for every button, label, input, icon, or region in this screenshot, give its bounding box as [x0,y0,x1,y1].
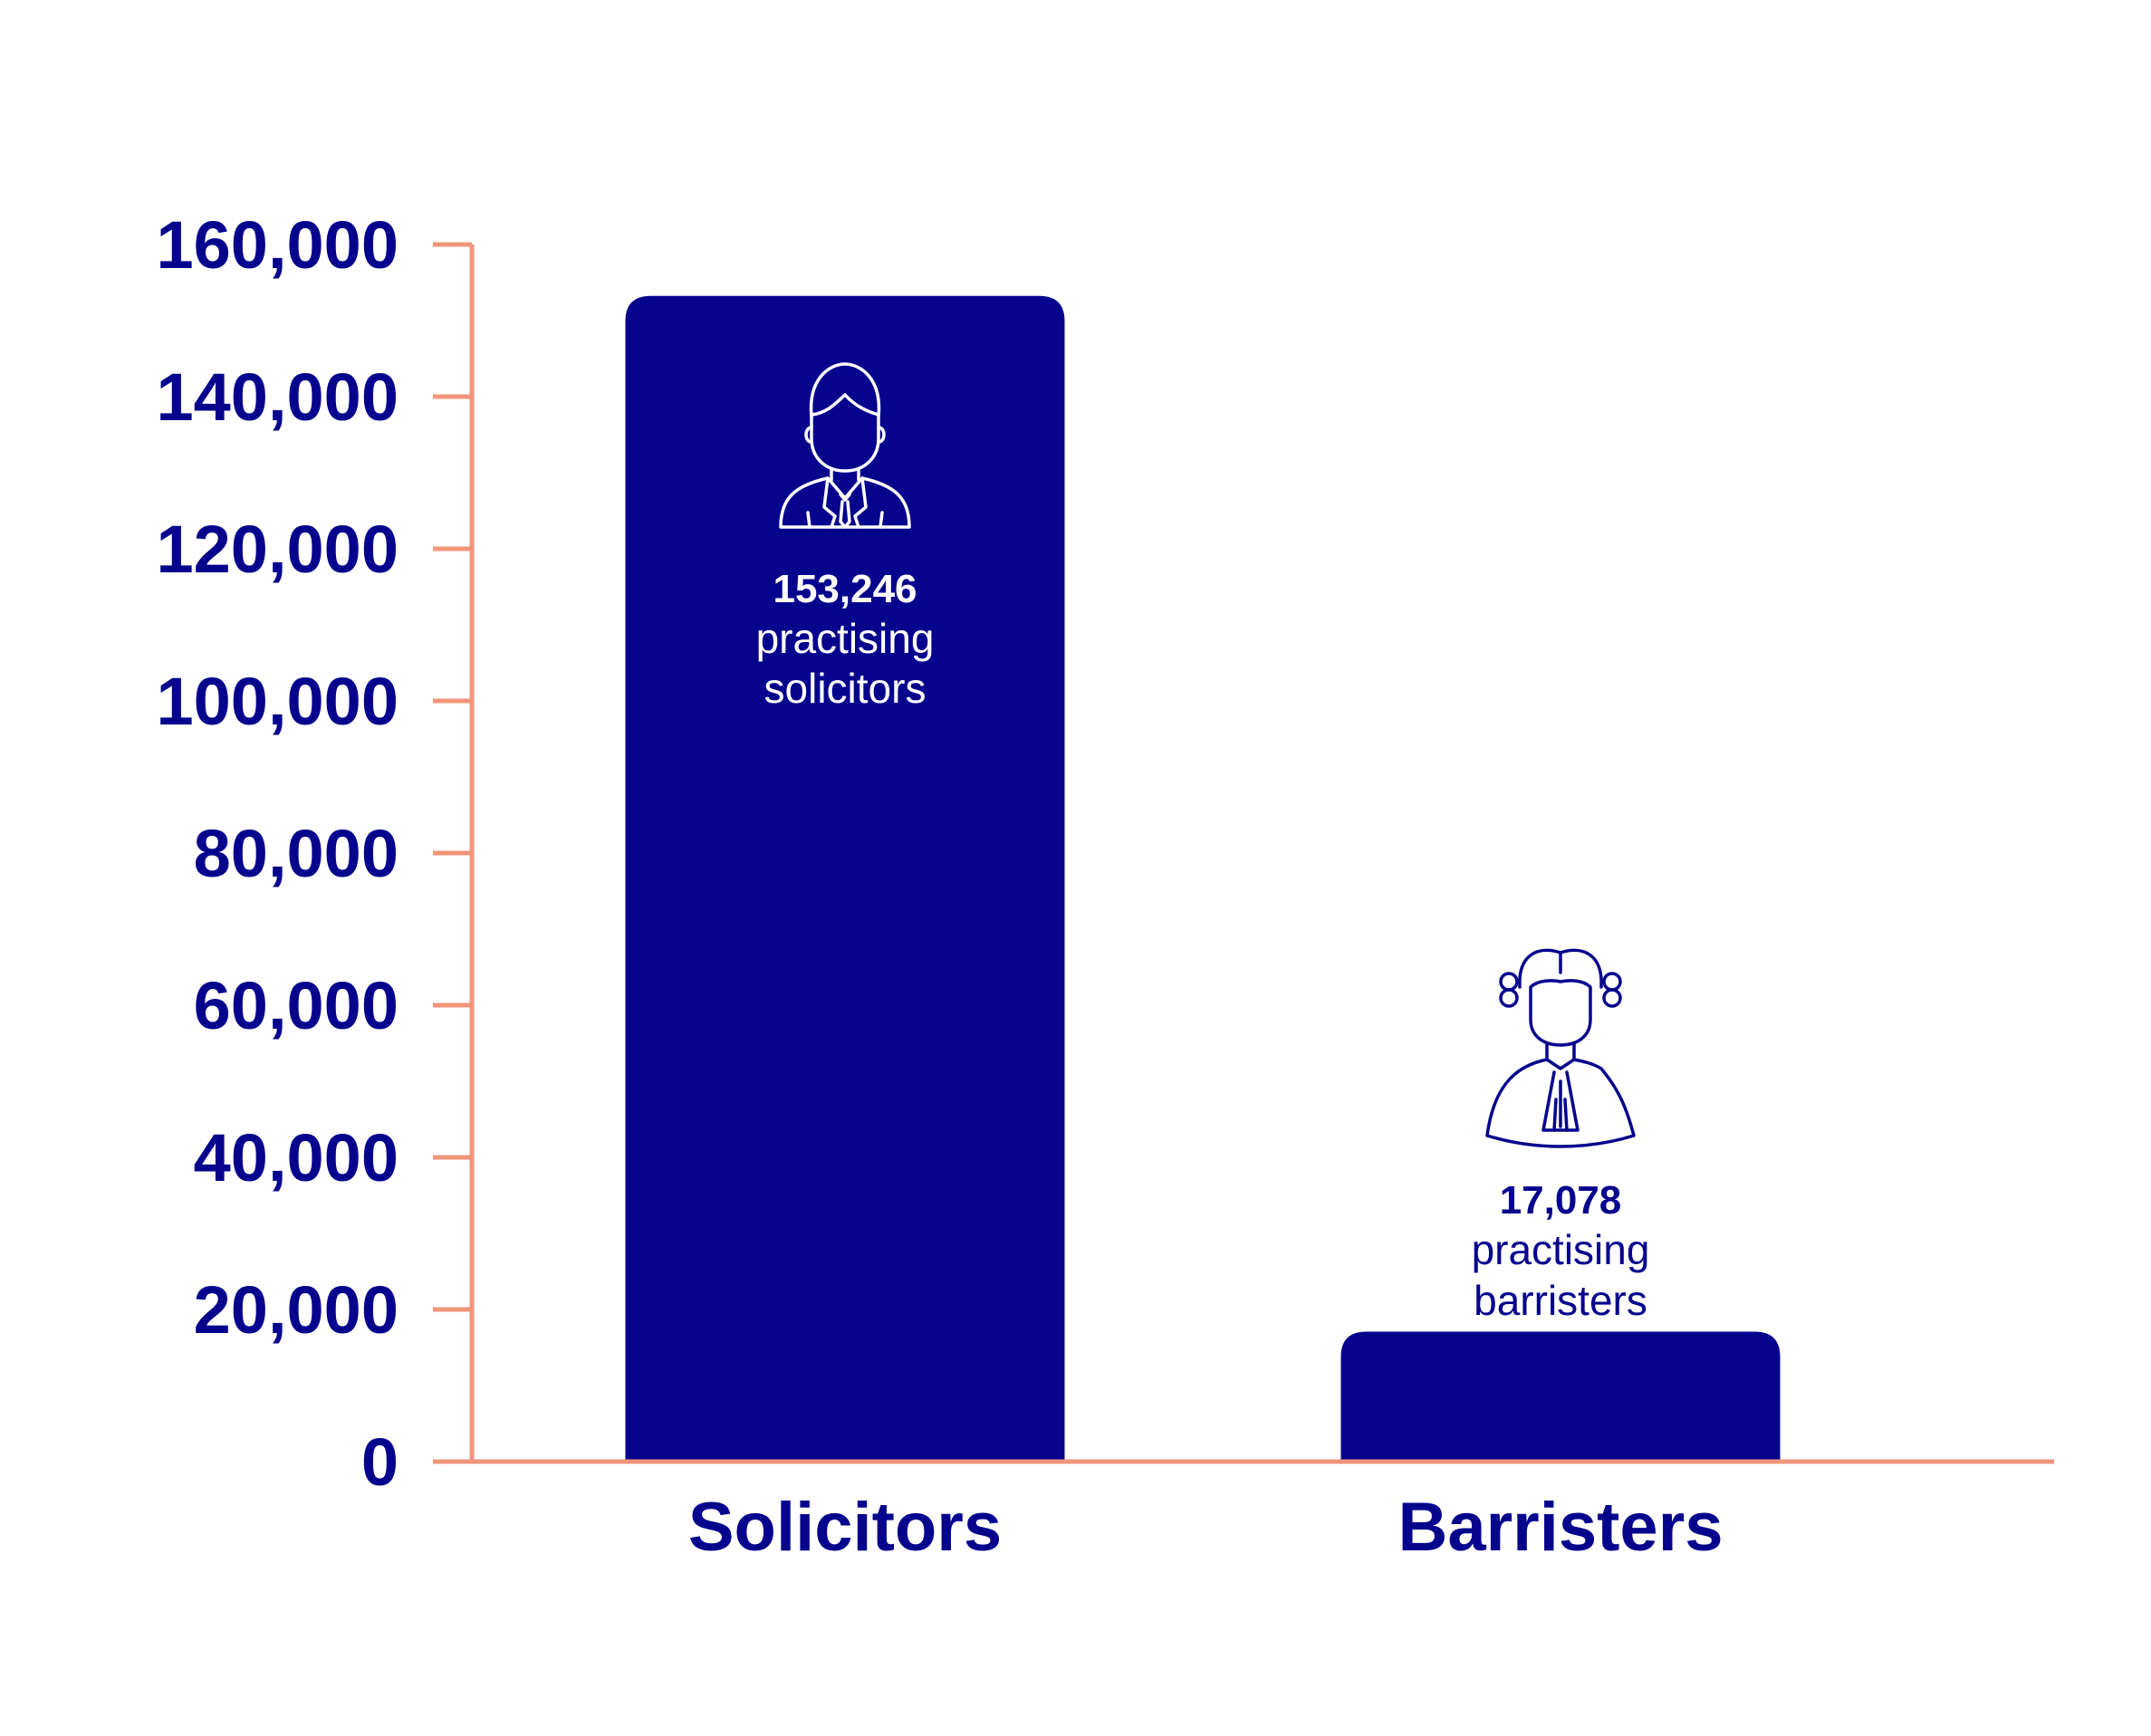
y-tick-label: 60,000 [194,968,399,1043]
data-labels: 153,246practisingsolicitors17,078practis… [756,362,1650,1324]
data-label-line2: barristers [1474,1277,1647,1324]
data-label-line1: practising [1472,1226,1650,1273]
y-axis: 0 20,000 40,000 60,000 80,000 100,000 120,000 1… [157,207,475,1500]
bar-solicitors [625,295,1065,1462]
y-tick-label: 160,000 [157,207,399,283]
barrister-wig-icon [1485,948,1636,1148]
solicitor-icon [779,362,911,529]
y-tick-label: 80,000 [194,816,399,891]
x-category-label: Barristers [1397,1489,1723,1566]
y-tick-label: 100,000 [157,664,399,739]
y-tick-label: 120,000 [157,512,399,587]
data-label-line1: practising [756,615,935,662]
data-label-value: 153,246 [773,567,917,611]
y-tick-label: 0 [361,1424,399,1500]
y-tick-label: 140,000 [157,360,399,435]
data-label-line2: solicitors [764,665,927,712]
y-tick-label: 20,000 [194,1272,399,1348]
x-axis: Solicitors Barristers [433,1459,2054,1566]
y-tick-label: 40,000 [194,1120,399,1195]
bars [625,295,1781,1462]
x-category-label: Solicitors [688,1489,1002,1566]
bar-barristers [1340,1331,1781,1462]
data-label-value: 17,078 [1500,1178,1622,1223]
